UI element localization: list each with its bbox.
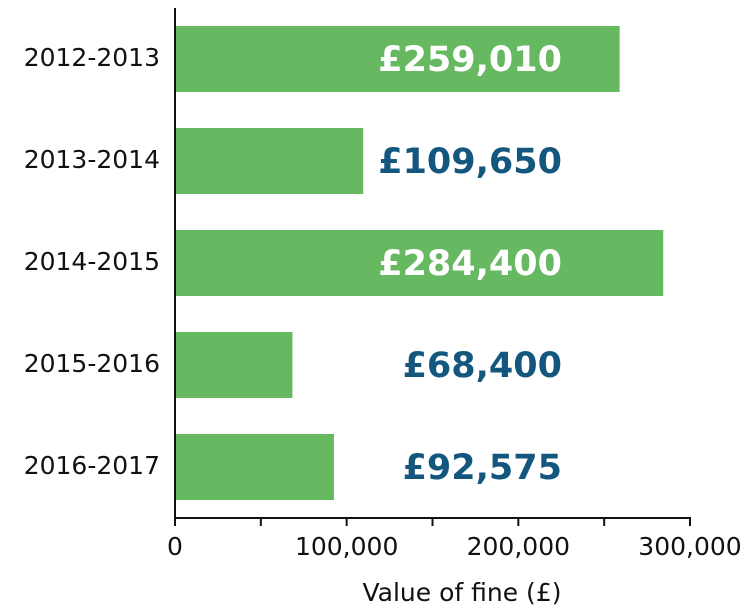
x-tick-label: 100,000 <box>295 532 398 561</box>
bar <box>175 434 334 500</box>
x-tick-label: 300,000 <box>638 532 741 561</box>
bar <box>175 128 364 194</box>
value-label: £92,575 <box>403 448 562 488</box>
y-tick-label: 2015-2016 <box>24 349 160 378</box>
bar <box>175 332 293 398</box>
value-label: £68,400 <box>403 346 562 386</box>
value-label: £259,010 <box>378 40 562 80</box>
value-label: £284,400 <box>378 244 562 284</box>
y-tick-label: 2013-2014 <box>24 145 160 174</box>
y-tick-label: 2014-2015 <box>24 247 160 276</box>
y-tick-label: 2012-2013 <box>24 43 160 72</box>
x-tick-label: 0 <box>167 532 183 561</box>
y-tick-label: 2016-2017 <box>24 451 160 480</box>
value-label: £109,650 <box>378 142 562 182</box>
bar <box>175 26 620 92</box>
x-axis-label: Value of fine (£) <box>363 578 562 607</box>
x-tick-label: 200,000 <box>467 532 570 561</box>
bar <box>175 230 664 296</box>
